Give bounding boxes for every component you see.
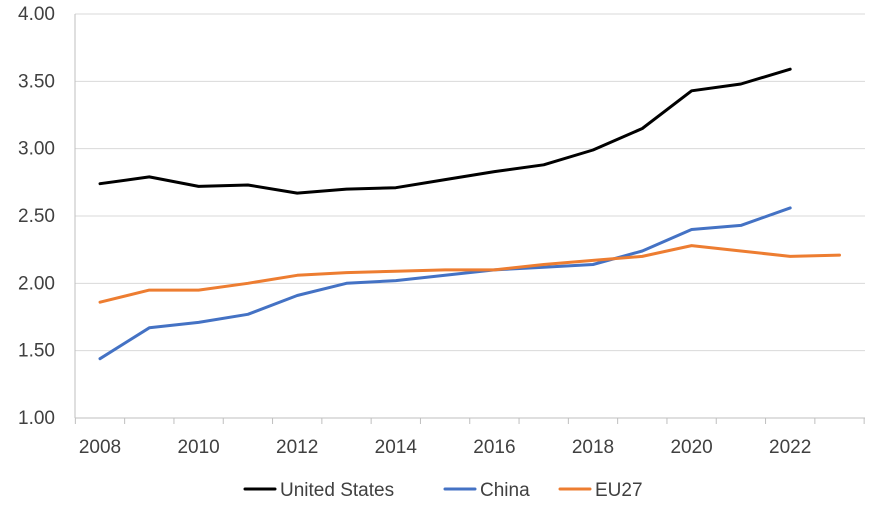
y-tick-label: 3.50: [18, 71, 55, 92]
series-line-china: [98, 206, 792, 361]
x-tick-label: 2020: [670, 437, 712, 458]
series-lines: [98, 67, 841, 361]
y-axis-tick-labels: 1.00 1.50 2.00 2.50 3.00 3.50 4.00: [18, 4, 55, 429]
y-tick-label: 3.00: [18, 139, 55, 160]
x-tick-label: 2016: [473, 437, 515, 458]
x-tick-label: 2010: [177, 437, 219, 458]
y-tick-label: 2.00: [18, 273, 55, 294]
x-tick-label: 2014: [375, 437, 418, 458]
x-axis: 2008 2010 2012 2014 2016 2018 2020 2022: [74, 14, 865, 458]
x-tick-label: 2022: [769, 437, 811, 458]
x-tick-label: 2012: [276, 437, 318, 458]
gridlines: [75, 13, 865, 352]
x-tick-label: 2008: [79, 437, 121, 458]
y-tick-label: 4.00: [18, 4, 55, 25]
series-line-united-states: [98, 67, 792, 195]
series-line-eu27: [98, 244, 841, 304]
legend-label-united-states: United States: [280, 480, 394, 501]
y-tick-label: 1.00: [18, 408, 55, 429]
x-tick-label: 2018: [572, 437, 614, 458]
y-tick-label: 1.50: [18, 341, 55, 362]
legend-label-eu27: EU27: [595, 480, 643, 501]
legend-label-china: China: [480, 480, 530, 501]
y-tick-label: 2.50: [18, 206, 55, 227]
legend: United States China EU27: [243, 480, 643, 501]
